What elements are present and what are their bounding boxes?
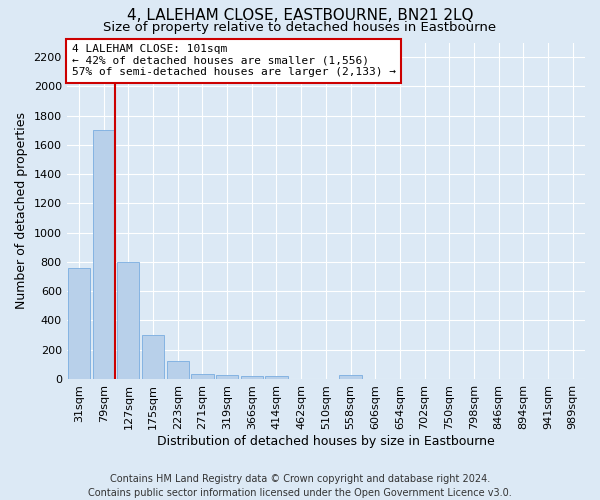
Bar xyxy=(340,376,362,379)
Text: Size of property relative to detached houses in Eastbourne: Size of property relative to detached ho… xyxy=(103,21,497,34)
Bar xyxy=(265,376,287,379)
Text: 4, LALEHAM CLOSE, EASTBOURNE, BN21 2LQ: 4, LALEHAM CLOSE, EASTBOURNE, BN21 2LQ xyxy=(127,8,473,22)
Bar xyxy=(92,130,115,379)
Bar xyxy=(216,374,238,379)
X-axis label: Distribution of detached houses by size in Eastbourne: Distribution of detached houses by size … xyxy=(157,434,495,448)
Y-axis label: Number of detached properties: Number of detached properties xyxy=(15,112,28,309)
Bar xyxy=(142,335,164,379)
Bar xyxy=(117,262,139,379)
Bar xyxy=(68,268,90,379)
Text: 4 LALEHAM CLOSE: 101sqm
← 42% of detached houses are smaller (1,556)
57% of semi: 4 LALEHAM CLOSE: 101sqm ← 42% of detache… xyxy=(72,44,396,78)
Bar xyxy=(167,362,189,379)
Text: Contains HM Land Registry data © Crown copyright and database right 2024.
Contai: Contains HM Land Registry data © Crown c… xyxy=(88,474,512,498)
Bar xyxy=(191,374,214,379)
Bar xyxy=(241,376,263,379)
